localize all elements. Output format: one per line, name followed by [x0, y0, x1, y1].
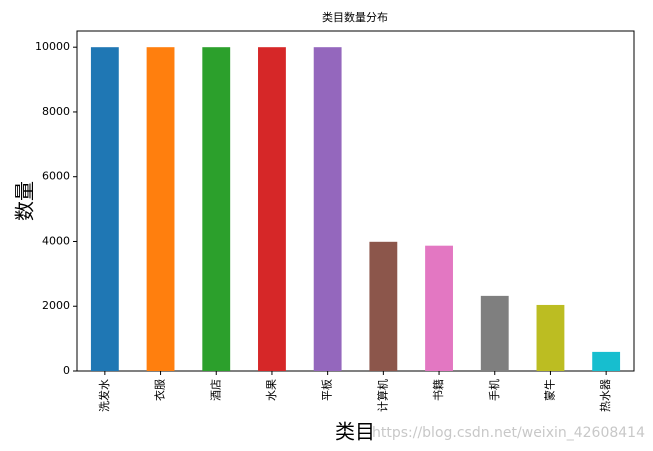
y-tick-label: 8000: [42, 105, 70, 118]
y-axis-label: 数量: [13, 181, 37, 221]
bar: [425, 245, 453, 371]
bar: [90, 47, 119, 371]
x-tick-label: 酒店: [208, 379, 222, 401]
bar: [313, 47, 342, 371]
bar: [202, 47, 231, 371]
y-tick-label: 4000: [42, 234, 70, 247]
x-tick-label: 衣服: [153, 379, 167, 401]
y-tick-label: 6000: [42, 170, 70, 183]
x-tick-label: 手机: [487, 379, 501, 401]
x-tick-label: 蒙牛: [542, 379, 556, 401]
bar: [592, 351, 621, 371]
x-tick-label: 书籍: [431, 379, 445, 401]
bar: [369, 241, 398, 371]
x-axis-label: 类目: [335, 420, 375, 444]
y-tick-label: 0: [63, 364, 70, 377]
x-tick-label: 平板: [320, 379, 334, 401]
bar: [480, 295, 509, 371]
bar: [146, 47, 175, 371]
chart-title: 类目数量分布: [322, 10, 388, 24]
y-tick-label: 2000: [42, 299, 70, 312]
y-tick-label: 10000: [35, 40, 70, 53]
watermark: https://blog.csdn.net/weixin_42608414: [372, 425, 645, 441]
x-tick-label: 洗发水: [97, 379, 111, 412]
x-tick-label: 计算机: [375, 379, 389, 412]
bar: [258, 47, 286, 371]
x-tick-label: 热水器: [599, 379, 612, 412]
plot-frame: [76, 30, 635, 372]
x-tick-label: 水果: [265, 379, 278, 401]
bar: [536, 304, 565, 371]
